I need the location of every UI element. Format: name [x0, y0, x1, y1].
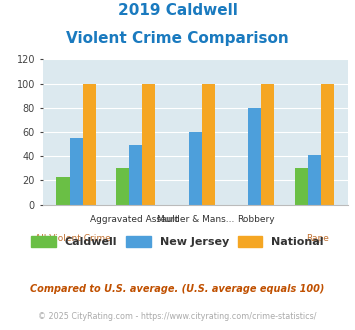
Bar — [295, 168, 308, 205]
Bar — [308, 155, 321, 205]
Bar — [56, 177, 70, 205]
Legend: Caldwell, New Jersey, National: Caldwell, New Jersey, National — [27, 232, 328, 252]
Bar — [189, 132, 202, 205]
Text: Murder & Mans...: Murder & Mans... — [157, 214, 234, 223]
Bar — [261, 83, 274, 205]
Bar — [70, 138, 83, 205]
Bar — [321, 83, 334, 205]
Text: Violent Crime Comparison: Violent Crime Comparison — [66, 31, 289, 46]
Bar — [83, 83, 96, 205]
Text: Aggravated Assault: Aggravated Assault — [90, 214, 179, 223]
Text: All Violent Crime: All Violent Crime — [35, 234, 111, 243]
Bar — [129, 145, 142, 205]
Bar — [202, 83, 215, 205]
Text: Rape: Rape — [306, 234, 329, 243]
Text: 2019 Caldwell: 2019 Caldwell — [118, 3, 237, 18]
Text: Robbery: Robbery — [237, 214, 275, 223]
Text: Compared to U.S. average. (U.S. average equals 100): Compared to U.S. average. (U.S. average … — [30, 284, 325, 294]
Bar — [116, 168, 129, 205]
Text: © 2025 CityRating.com - https://www.cityrating.com/crime-statistics/: © 2025 CityRating.com - https://www.city… — [38, 312, 317, 321]
Bar — [142, 83, 155, 205]
Bar — [248, 108, 261, 205]
